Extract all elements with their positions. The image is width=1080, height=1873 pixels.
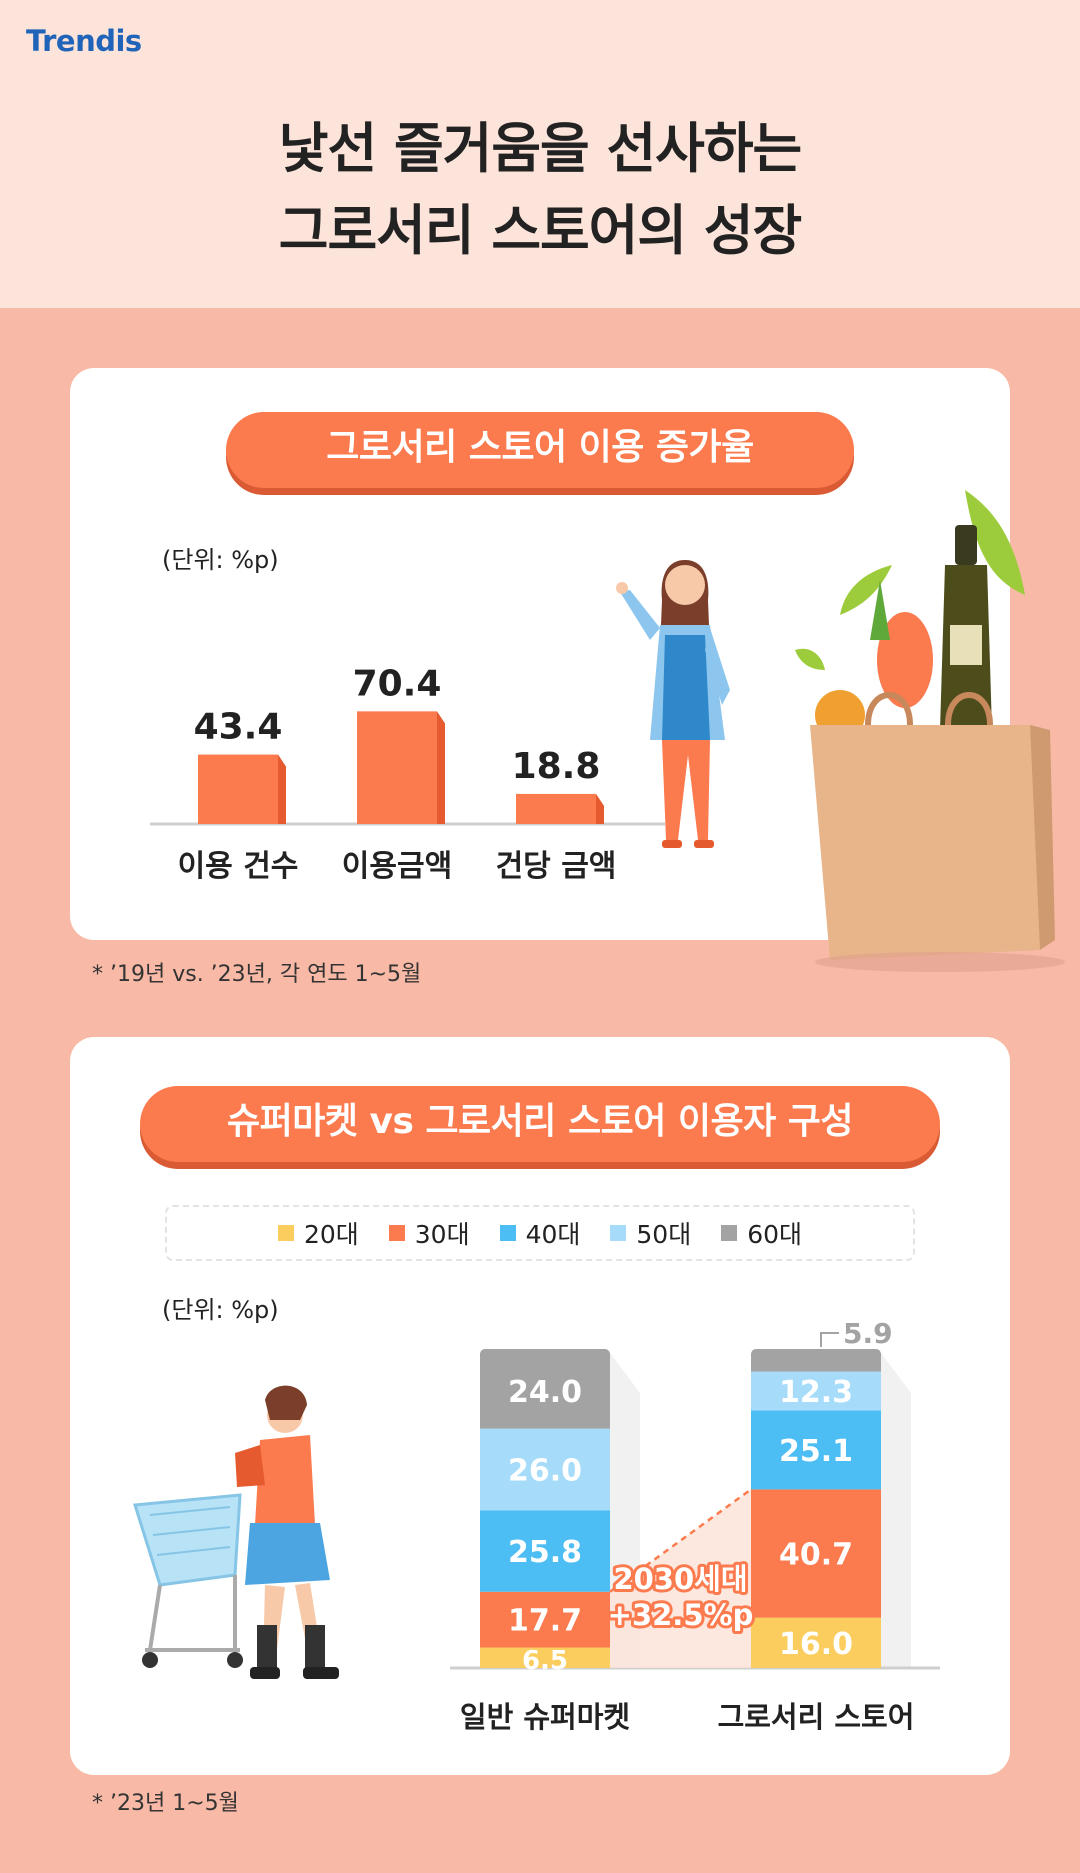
stack-1-seg-20대 bbox=[480, 1647, 610, 1668]
legend-item-2: 30대 bbox=[388, 1215, 470, 1251]
user-composition-heading: 슈퍼마켓 vs 그로서리 스토어 이용자 구성 bbox=[140, 1086, 940, 1162]
legend-label-2: 30대 bbox=[414, 1220, 470, 1249]
legend-swatch-4 bbox=[610, 1225, 627, 1241]
bar-2-category: 이용금액 bbox=[342, 849, 452, 884]
stack-1-seg-40대 bbox=[480, 1510, 610, 1592]
stack-1-seg-50대 bbox=[480, 1428, 610, 1511]
stack-1-label-50대: 26.0 bbox=[508, 1454, 582, 1489]
stack-1-label-30대: 17.7 bbox=[508, 1604, 582, 1639]
legend-label-4: 50대 bbox=[636, 1220, 692, 1249]
bar-3-value: 18.8 bbox=[512, 746, 601, 787]
chart1-footnote: * ’19년 vs. ’23년, 각 연도 1~5월 bbox=[92, 962, 422, 987]
usage-growth-bar-chart: 43.4 이용 건수 70.4 이용금액 18.8 건당 금액 bbox=[150, 663, 665, 884]
bar-1 bbox=[198, 754, 278, 824]
legend-item-5: 60대 bbox=[721, 1215, 802, 1251]
legend-label-5: 60대 bbox=[747, 1220, 803, 1249]
chart2-footnote: * ’23년 1~5월 bbox=[92, 1791, 239, 1816]
legend-swatch-1 bbox=[277, 1225, 294, 1241]
bar-1-side bbox=[278, 754, 286, 824]
bar-2 bbox=[357, 711, 437, 824]
grocery-bag-illustration bbox=[795, 490, 1065, 972]
stack-1-label-60대: 24.0 bbox=[508, 1375, 582, 1410]
stack-1-label-40대: 25.8 bbox=[508, 1535, 582, 1570]
stack-1-seg-60대 bbox=[480, 1353, 610, 1429]
bar-3-side bbox=[596, 793, 604, 824]
user-composition-stacked-chart: 일반 슈퍼마켓 그로서리 스토어 6.5 17.7 25.8 26.0 24.0 16.0 40… bbox=[450, 1317, 940, 1734]
usage-growth-heading: 그로서리 스토어 이용 증가율 bbox=[226, 412, 854, 488]
stack-1-cap bbox=[480, 1349, 610, 1359]
header: Trendis 낯선 즐거움을 선사하는 그로서리 스토어의 성장 bbox=[0, 0, 1080, 308]
brand-logo: Trendis bbox=[26, 24, 142, 58]
title-line-1: 낯선 즐거움을 선사하는 bbox=[278, 117, 802, 180]
bar-2-side bbox=[437, 711, 445, 824]
stack-1-category: 일반 슈퍼마켓 bbox=[460, 1700, 630, 1734]
legend-label-3: 40대 bbox=[525, 1220, 581, 1249]
legend-swatch-2 bbox=[388, 1225, 405, 1241]
legend-swatch-5 bbox=[721, 1225, 738, 1241]
stack-2-seg-20대 bbox=[751, 1617, 881, 1668]
bar-3 bbox=[516, 793, 596, 824]
age-legend: 20대 30대 40대 50대 60대 bbox=[165, 1205, 915, 1261]
stack-2-label-20대: 16.0 bbox=[779, 1627, 853, 1662]
stack-2-label-60대: 5.9 bbox=[843, 1317, 893, 1350]
legend-swatch-3 bbox=[499, 1225, 516, 1241]
usage-growth-card: 그로서리 스토어 이용 증가율 (단위: %p) 43.4 이용 건수 70.4 이용… bbox=[70, 368, 1010, 940]
legend-item-3: 40대 bbox=[499, 1215, 581, 1251]
bar-1-value: 43.4 bbox=[194, 707, 283, 748]
legend-item-1: 20대 bbox=[277, 1215, 359, 1251]
stack-shadow-2 bbox=[881, 1353, 911, 1668]
growth-callout-line-2: +32.5%p bbox=[608, 1598, 754, 1632]
chart2-unit-label: (단위: %p) bbox=[162, 1296, 279, 1324]
growth-dashed-line bbox=[609, 1488, 752, 1593]
stack-2-category: 그로서리 스토어 bbox=[718, 1700, 915, 1734]
page-title: 낯선 즐거움을 선사하는 그로서리 스토어의 성장 bbox=[0, 108, 1080, 272]
title-line-2: 그로서리 스토어의 성장 bbox=[278, 199, 802, 262]
chart1-unit-label: (단위: %p) bbox=[162, 546, 279, 574]
stack-1-seg-30대 bbox=[480, 1591, 610, 1648]
user-composition-card: 슈퍼마켓 vs 그로서리 스토어 이용자 구성 20대 30대 40대 50대 60대 … bbox=[70, 1037, 1010, 1775]
stack-2-label-30대: 40.7 bbox=[779, 1537, 853, 1572]
growth-band bbox=[610, 1489, 751, 1668]
stack-2-seg-40대 bbox=[751, 1410, 881, 1490]
bar-2-value: 70.4 bbox=[353, 663, 442, 704]
shopkeeper-woman-illustration bbox=[616, 560, 730, 848]
legend-item-4: 50대 bbox=[610, 1215, 691, 1251]
stack-2-cap bbox=[751, 1349, 881, 1359]
legend-label-1: 20대 bbox=[303, 1220, 359, 1249]
shopper-with-cart-illustration bbox=[133, 1385, 339, 1679]
bar-3-category: 건당 금액 bbox=[496, 849, 617, 884]
bar-1-category: 이용 건수 bbox=[178, 849, 299, 884]
stack-2-label-40대: 25.1 bbox=[779, 1434, 853, 1469]
label-leader-60대 bbox=[820, 1332, 839, 1347]
stack-2-seg-30대 bbox=[751, 1489, 881, 1618]
stack-2-label-50대: 12.3 bbox=[779, 1375, 853, 1410]
stack-1-label-20대: 6.5 bbox=[522, 1646, 568, 1676]
stack-2-seg-50대 bbox=[751, 1371, 881, 1411]
growth-callout-line-1: 2030세대 bbox=[613, 1562, 747, 1596]
